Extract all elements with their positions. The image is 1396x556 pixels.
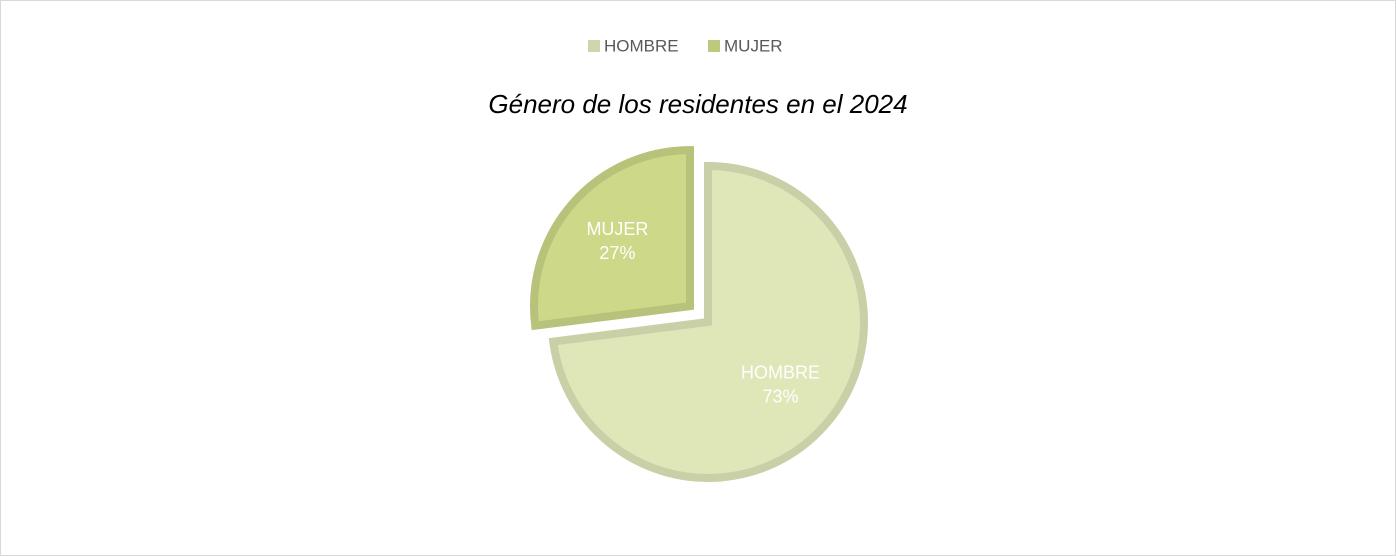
- pie-slice: [530, 146, 694, 331]
- data-label-name: HOMBRE: [741, 363, 820, 383]
- pie-slice: [548, 161, 868, 482]
- data-label-value: 73%: [763, 387, 799, 407]
- legend-label: HOMBRE: [604, 36, 679, 55]
- chart-title: Género de los residentes en el 2024: [488, 89, 907, 119]
- data-label-value: 27%: [599, 243, 635, 263]
- legend-swatch: [708, 40, 720, 52]
- data-label-name: MUJER: [586, 219, 648, 239]
- legend-swatch: [588, 40, 600, 52]
- legend-label: MUJER: [724, 36, 783, 55]
